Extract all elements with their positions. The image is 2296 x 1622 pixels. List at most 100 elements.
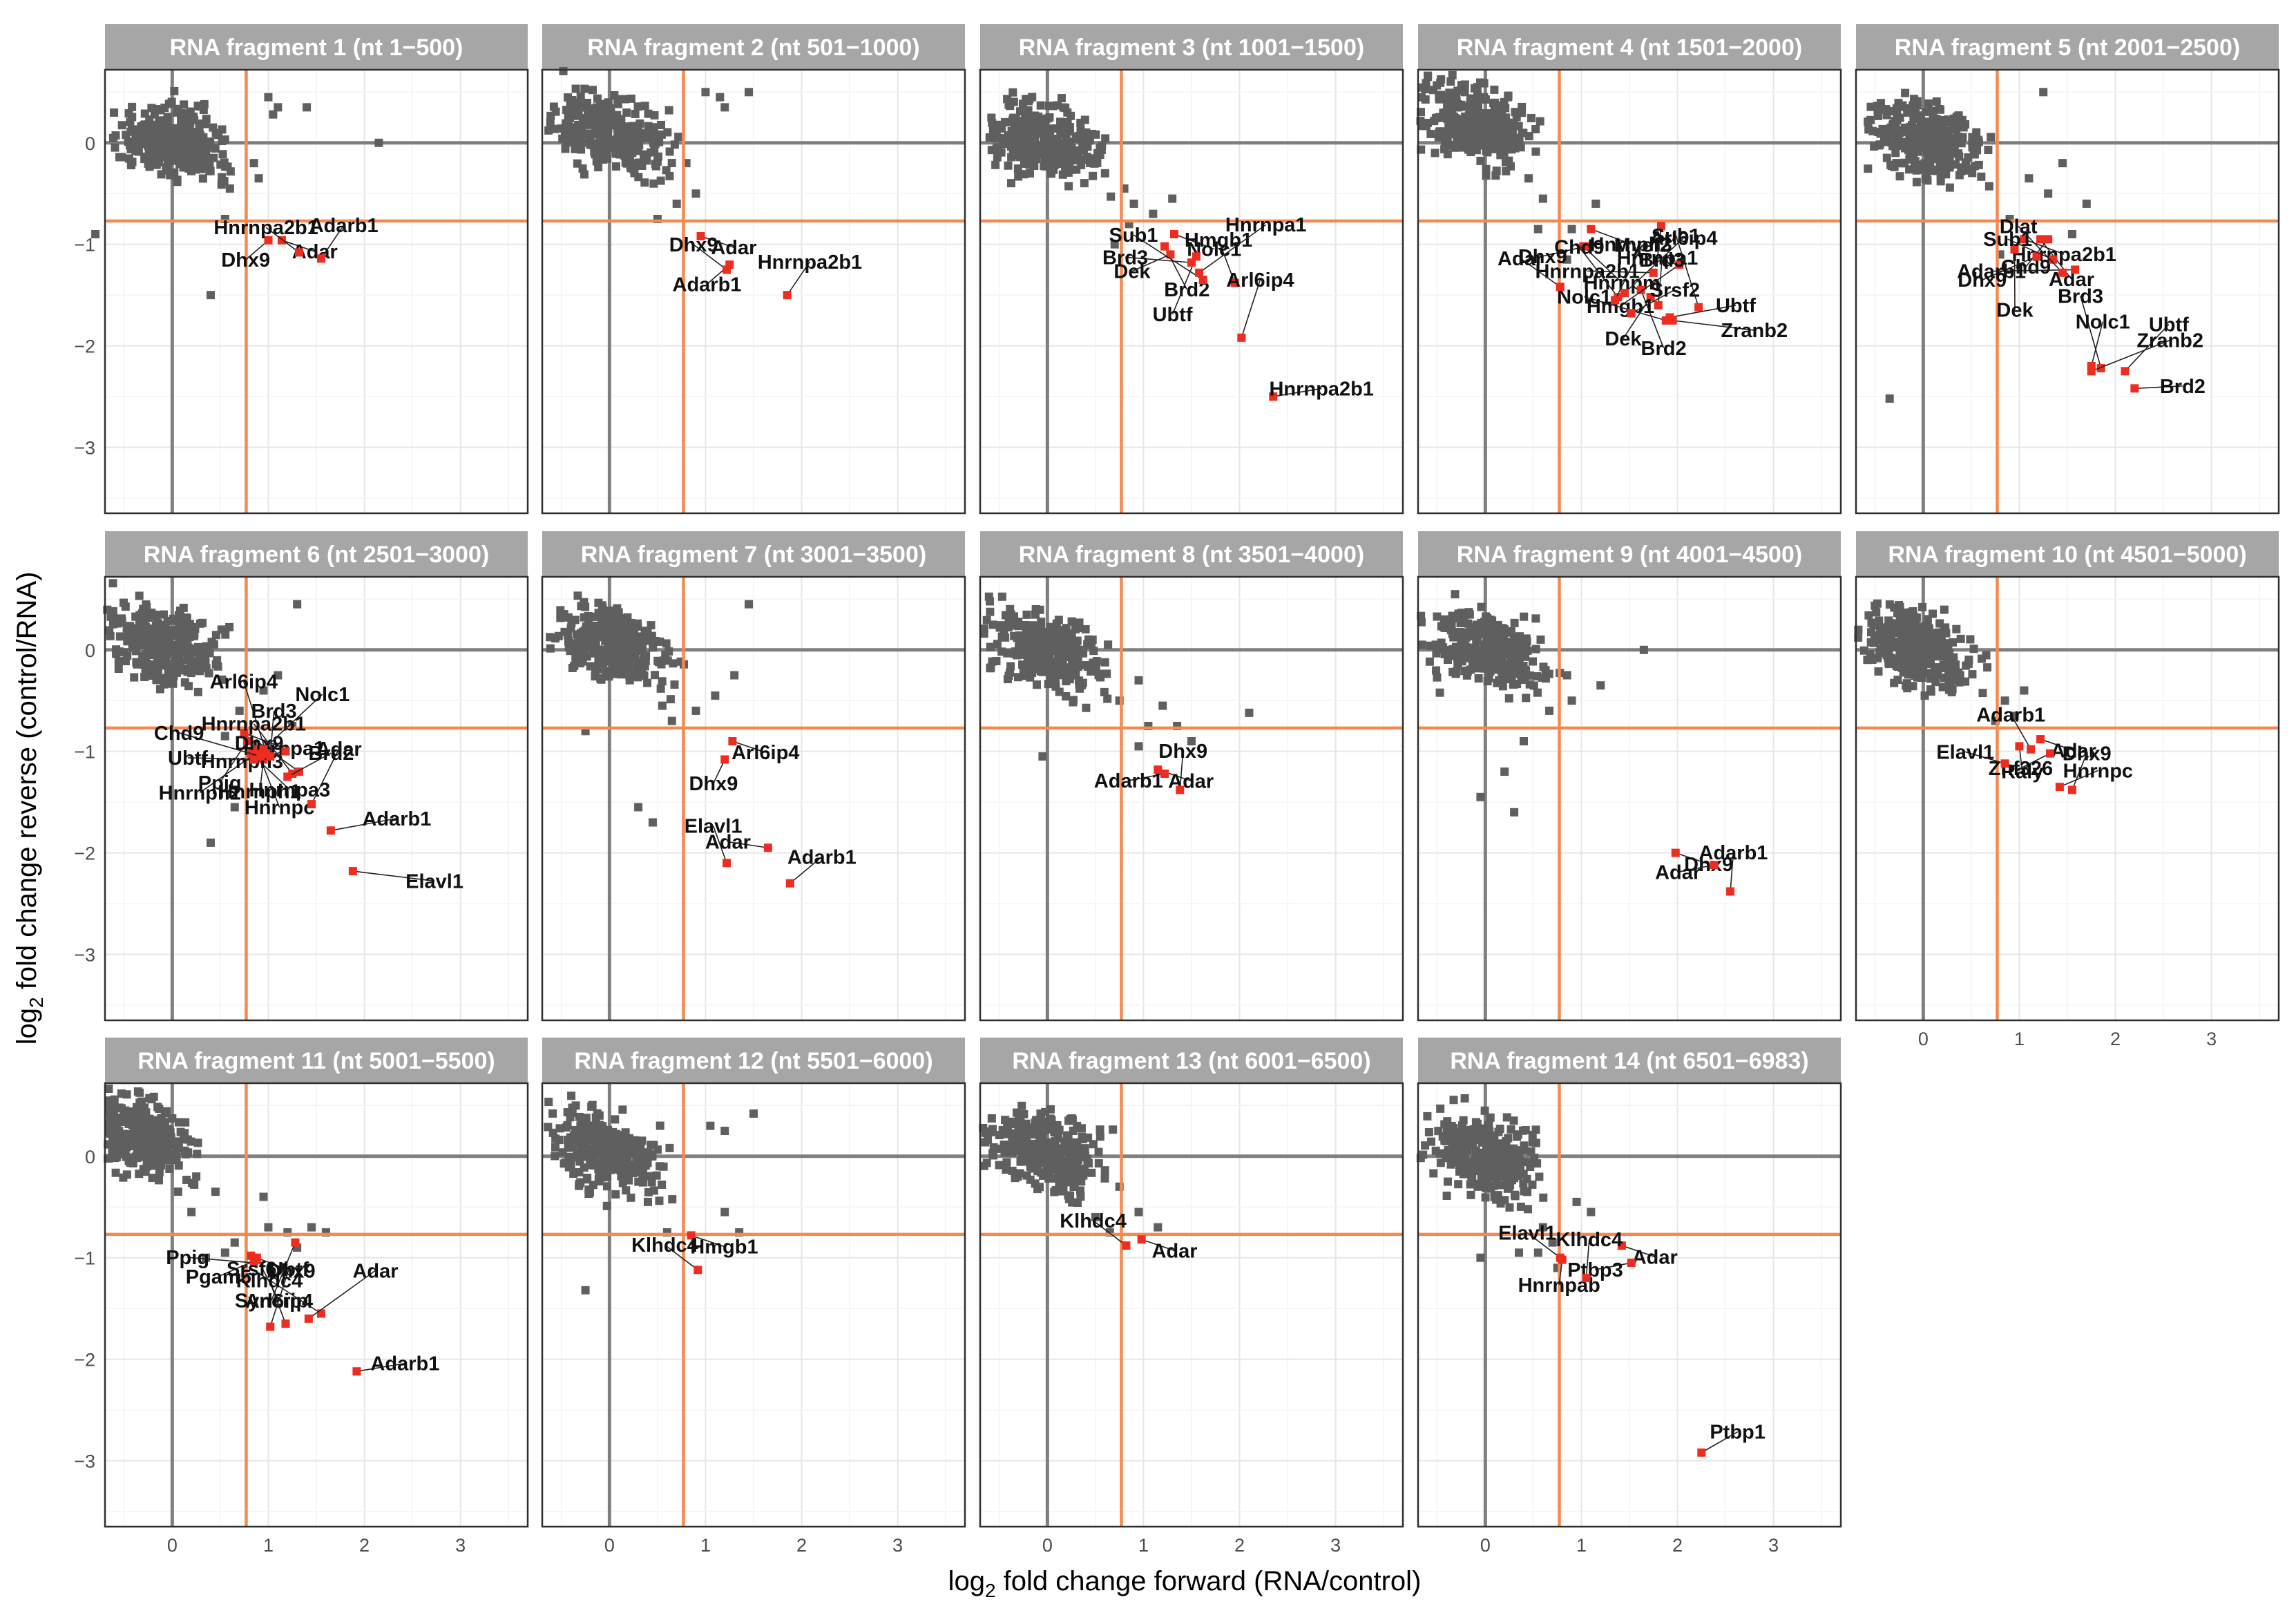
background-point xyxy=(1004,1146,1013,1155)
background-point xyxy=(1932,662,1941,671)
background-point xyxy=(544,1098,553,1107)
background-point xyxy=(1033,648,1042,657)
background-point xyxy=(573,100,582,109)
background-point xyxy=(1456,618,1465,627)
background-point xyxy=(1469,1125,1478,1134)
background-point xyxy=(567,100,576,109)
background-point xyxy=(225,622,234,631)
background-point xyxy=(1491,653,1500,662)
background-point xyxy=(1433,612,1442,621)
background-point xyxy=(566,624,575,633)
point-label: Dek xyxy=(1996,300,2034,322)
point-label: Ptbp3 xyxy=(1567,1259,1623,1281)
background-point xyxy=(1531,1138,1540,1147)
background-point xyxy=(554,631,563,640)
background-point xyxy=(1502,1113,1511,1122)
background-point xyxy=(180,100,189,109)
highlight-point xyxy=(1137,1235,1146,1244)
background-point xyxy=(1026,658,1035,667)
background-point xyxy=(658,677,667,686)
background-point xyxy=(1134,1208,1143,1216)
background-point xyxy=(1042,136,1051,145)
background-point xyxy=(613,135,622,144)
background-point xyxy=(566,647,575,656)
background-point xyxy=(1476,1253,1485,1262)
background-point xyxy=(1936,177,1945,186)
background-point xyxy=(1134,676,1143,685)
background-point xyxy=(128,102,137,111)
background-point xyxy=(1509,680,1518,689)
background-point xyxy=(1062,148,1071,157)
background-point xyxy=(663,656,672,665)
background-point xyxy=(1449,1096,1458,1105)
background-point xyxy=(198,174,207,183)
background-point xyxy=(192,1172,201,1181)
background-point xyxy=(163,116,172,125)
background-point xyxy=(1009,97,1018,106)
point-label: Dhx9 xyxy=(221,249,270,271)
label-leader-line xyxy=(2091,339,2170,372)
background-point xyxy=(154,627,163,636)
background-point xyxy=(1917,120,1926,128)
background-point xyxy=(178,633,186,642)
background-point xyxy=(1417,640,1426,649)
background-point xyxy=(184,682,193,691)
background-point xyxy=(193,642,202,651)
background-point xyxy=(1502,113,1511,122)
panel-title: RNA fragment 5 (nt 2001−2500) xyxy=(1895,35,2240,61)
background-point xyxy=(640,102,649,111)
background-point xyxy=(114,657,123,666)
background-point xyxy=(1029,151,1038,160)
background-point xyxy=(651,140,660,149)
point-label: Adar xyxy=(1152,1240,1198,1262)
background-point xyxy=(1870,142,1879,151)
label-leader-line xyxy=(2007,238,2054,260)
panel-title: RNA fragment 6 (nt 2501−3000) xyxy=(144,542,489,568)
highlight-point xyxy=(249,755,258,764)
background-point xyxy=(670,140,679,149)
background-point xyxy=(1071,1138,1080,1147)
background-point xyxy=(589,141,597,150)
background-point xyxy=(1075,1186,1084,1195)
background-point xyxy=(152,1157,161,1166)
background-point xyxy=(602,1201,611,1210)
background-point xyxy=(186,1137,195,1146)
background-point xyxy=(1474,674,1483,683)
background-point xyxy=(649,179,658,188)
background-point xyxy=(1003,95,1012,104)
highlight-point xyxy=(2044,235,2053,244)
background-point xyxy=(1425,657,1434,666)
background-point xyxy=(606,1165,615,1174)
highlight-point xyxy=(1654,300,1663,309)
background-point xyxy=(1894,601,1903,610)
background-point xyxy=(165,1164,174,1173)
background-point xyxy=(649,637,658,646)
background-point xyxy=(611,162,620,171)
background-point xyxy=(145,115,154,124)
background-point xyxy=(641,656,650,665)
background-point xyxy=(635,669,644,678)
y-tick-label: −2 xyxy=(74,843,95,864)
background-point xyxy=(157,1142,166,1151)
background-point xyxy=(1090,154,1099,163)
panel-fragment-14: RNA fragment 14 (nt 6501−6983)AdarHnrnpa… xyxy=(1416,1038,1842,1556)
panel-fragment-5: RNA fragment 5 (nt 2001−2500)Hnrnpa2b1Ad… xyxy=(1855,24,2280,515)
background-point xyxy=(195,124,204,133)
background-point xyxy=(1017,1101,1026,1110)
background-point xyxy=(121,657,130,666)
background-point xyxy=(606,640,615,649)
background-point xyxy=(1927,106,1936,115)
background-point xyxy=(635,1149,644,1158)
x-tick-label: 2 xyxy=(796,1535,807,1556)
background-point xyxy=(575,1179,584,1188)
x-tick-label: 3 xyxy=(892,1535,903,1556)
background-point xyxy=(1056,117,1065,126)
background-point xyxy=(1914,649,1923,658)
background-point xyxy=(1499,649,1508,658)
background-point xyxy=(672,199,681,208)
background-point xyxy=(1476,156,1485,165)
background-point xyxy=(1489,1181,1498,1190)
label-leader-line xyxy=(1578,247,1618,298)
